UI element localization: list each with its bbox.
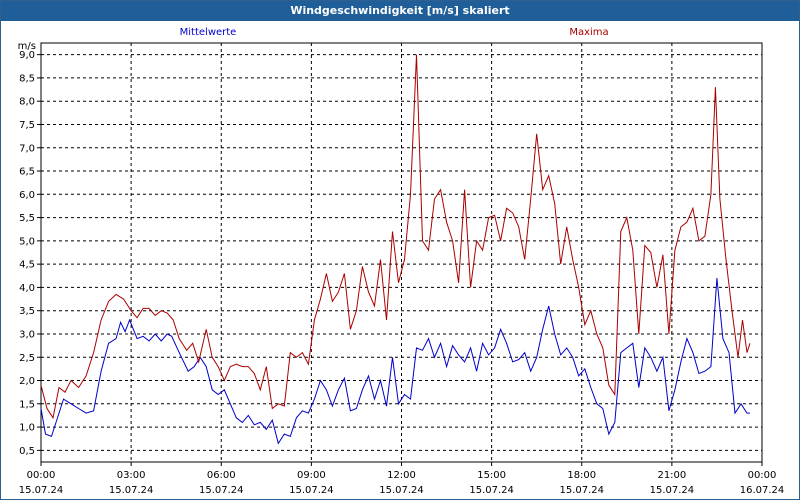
y-tick-label: 7,5 bbox=[19, 120, 35, 131]
x-tick-date-label: 15.07.24 bbox=[289, 485, 334, 496]
y-tick-label: 6,0 bbox=[19, 190, 35, 201]
series-lines bbox=[40, 54, 751, 445]
y-tick-label: 4,0 bbox=[19, 283, 35, 294]
x-tick-date-label: 15.07.24 bbox=[199, 485, 244, 496]
y-tick-label: 2,0 bbox=[19, 376, 35, 387]
x-tick-time-label: 00:00 bbox=[27, 470, 56, 481]
x-tick-time-label: 00:00 bbox=[748, 470, 777, 481]
window-title: Windgeschwindigkeit [m/s] skaliert bbox=[1, 1, 799, 21]
y-tick-label: 3,0 bbox=[19, 329, 35, 340]
legend-maxima: Maxima bbox=[569, 27, 608, 38]
x-tick-time-label: 12:00 bbox=[387, 470, 416, 481]
y-tick-label: 0,5 bbox=[19, 446, 35, 457]
y-axis-label: m/s bbox=[18, 41, 36, 52]
y-axis-ticks: 0,5 1,0 1,5 2,0 2,5 3,0 3,5 4,0 4,5 5,0 5,5 6,0 6,5 7… bbox=[19, 50, 41, 457]
x-tick-time-label: 15:00 bbox=[477, 470, 506, 481]
x-tick-time-label: 09:00 bbox=[297, 470, 326, 481]
x-tick-date-label: 15.07.24 bbox=[19, 485, 64, 496]
y-tick-label: 1,0 bbox=[19, 423, 35, 434]
x-tick-time-label: 21:00 bbox=[657, 470, 686, 481]
x-tick-date-label: 16.07.24 bbox=[740, 485, 785, 496]
x-tick-time-label: 06:00 bbox=[207, 470, 236, 481]
x-tick-time-label: 03:00 bbox=[117, 470, 146, 481]
x-tick-date-label: 15.07.24 bbox=[559, 485, 604, 496]
series-line-maxima bbox=[40, 54, 751, 420]
x-tick-date-label: 15.07.24 bbox=[109, 485, 154, 496]
y-tick-label: 8,0 bbox=[19, 97, 35, 108]
y-tick-label: 8,5 bbox=[19, 73, 35, 84]
y-tick-label: 6,5 bbox=[19, 167, 35, 178]
x-tick-date-label: 15.07.24 bbox=[379, 485, 424, 496]
y-tick-label: 3,5 bbox=[19, 306, 35, 317]
y-tick-label: 7,0 bbox=[19, 143, 35, 154]
y-tick-label: 2,5 bbox=[19, 353, 35, 364]
legend-mittelwerte: Mittelwerte bbox=[180, 27, 237, 38]
x-tick-time-label: 18:00 bbox=[567, 470, 596, 481]
y-tick-label: 9,0 bbox=[19, 50, 35, 61]
y-tick-label: 5,5 bbox=[19, 213, 35, 224]
x-tick-date-label: 15.07.24 bbox=[469, 485, 514, 496]
y-tick-label: 4,5 bbox=[19, 260, 35, 271]
series-line-mittelwerte bbox=[40, 278, 750, 445]
y-tick-label: 5,0 bbox=[19, 236, 35, 247]
y-tick-label: 1,5 bbox=[19, 399, 35, 410]
x-tick-date-label: 15.07.24 bbox=[650, 485, 695, 496]
x-axis-ticks: 00:00 15.07.24 03:00 15.07.24 06:00 15.07.24 0… bbox=[19, 462, 785, 496]
